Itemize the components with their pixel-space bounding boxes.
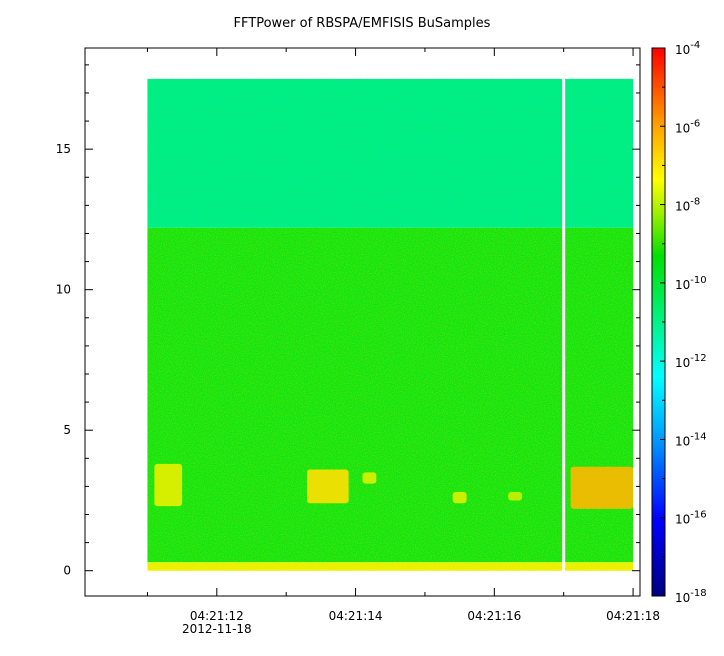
x-tick-label: 04:21:16 — [467, 609, 521, 623]
colorbar: 10-4 10-6 10-8 10-10 10-12 10-14 10-16 10-18 — [651, 40, 707, 605]
x-tick-label: 04:21:14 — [329, 609, 383, 623]
texture-upper — [147, 78, 634, 228]
texture-lower — [147, 227, 634, 571]
y-tick-label: 0 — [63, 564, 71, 578]
colorbar-tick-label: 10-14 — [675, 431, 707, 448]
y-tick-label: 10 — [56, 283, 71, 297]
burst-4 — [508, 492, 523, 501]
colorbar-tick-label: 10-12 — [675, 353, 707, 370]
y-tick-label: 15 — [56, 142, 71, 156]
plot-frame — [84, 47, 641, 597]
data-gap — [562, 77, 566, 572]
colorbar-tick-label: 10-8 — [675, 197, 700, 214]
burst-3 — [452, 492, 467, 504]
y-tick-label: 5 — [63, 423, 71, 437]
x-tick-label: 04:21:12 — [190, 609, 244, 623]
burst-5 — [570, 466, 634, 509]
burst-1 — [307, 469, 349, 504]
x-tick-label: 04:21:18 — [606, 609, 660, 623]
chart-title: FFTPower of RBSPA/EMFISIS BuSamples — [233, 16, 491, 31]
colorbar-gradient — [652, 48, 665, 596]
burst-0 — [154, 463, 183, 507]
colorbar-tick-label: 10-18 — [675, 588, 707, 605]
colorbar-tick-label: 10-16 — [675, 510, 707, 527]
colorbar-tick-label: 10-10 — [675, 275, 707, 292]
data-layer — [147, 77, 634, 572]
burst-2 — [362, 472, 377, 484]
x-date-label: 2012-11-18 — [182, 622, 252, 636]
colorbar-tick-label: 10-6 — [675, 118, 700, 135]
colorbar-tick-label: 10-4 — [675, 40, 700, 57]
